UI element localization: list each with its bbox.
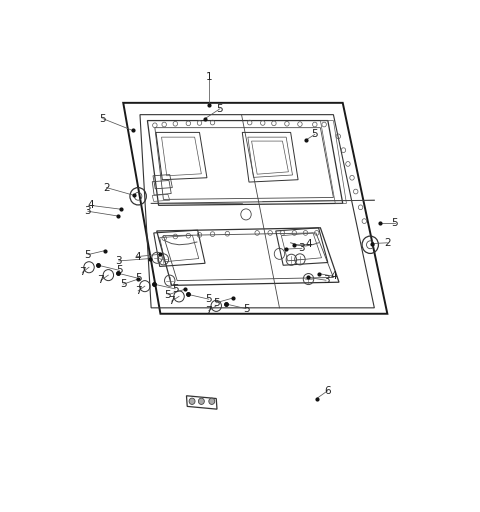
Text: 3: 3 bbox=[299, 243, 305, 253]
Text: 3: 3 bbox=[84, 206, 91, 216]
Text: 3: 3 bbox=[116, 256, 122, 266]
Text: 4: 4 bbox=[305, 240, 312, 249]
Circle shape bbox=[198, 398, 204, 404]
Circle shape bbox=[209, 398, 215, 404]
Text: 7: 7 bbox=[205, 306, 212, 315]
Text: 5: 5 bbox=[312, 130, 318, 139]
Text: 4: 4 bbox=[330, 271, 337, 281]
Text: 5: 5 bbox=[165, 290, 171, 300]
Text: 5: 5 bbox=[99, 114, 106, 123]
Text: 6: 6 bbox=[324, 386, 331, 396]
Text: 5: 5 bbox=[135, 273, 142, 283]
Circle shape bbox=[189, 398, 195, 404]
Text: 5: 5 bbox=[172, 284, 179, 294]
Text: 4: 4 bbox=[87, 200, 94, 210]
Text: 5: 5 bbox=[205, 294, 212, 304]
Text: 7: 7 bbox=[168, 296, 175, 306]
Text: 5: 5 bbox=[213, 297, 219, 308]
Text: 5: 5 bbox=[243, 304, 249, 314]
Text: 7: 7 bbox=[135, 286, 142, 296]
Text: 5: 5 bbox=[84, 250, 91, 260]
Text: 4: 4 bbox=[134, 251, 141, 262]
Text: 3: 3 bbox=[323, 275, 329, 285]
Text: 7: 7 bbox=[97, 275, 104, 285]
Text: 5: 5 bbox=[216, 104, 223, 114]
Text: 5: 5 bbox=[392, 218, 398, 228]
Text: 7: 7 bbox=[79, 267, 85, 278]
Text: 5: 5 bbox=[116, 265, 123, 275]
Text: 2: 2 bbox=[103, 183, 110, 193]
Text: 5: 5 bbox=[120, 279, 127, 289]
Text: 2: 2 bbox=[384, 238, 391, 248]
Text: 1: 1 bbox=[205, 72, 212, 82]
